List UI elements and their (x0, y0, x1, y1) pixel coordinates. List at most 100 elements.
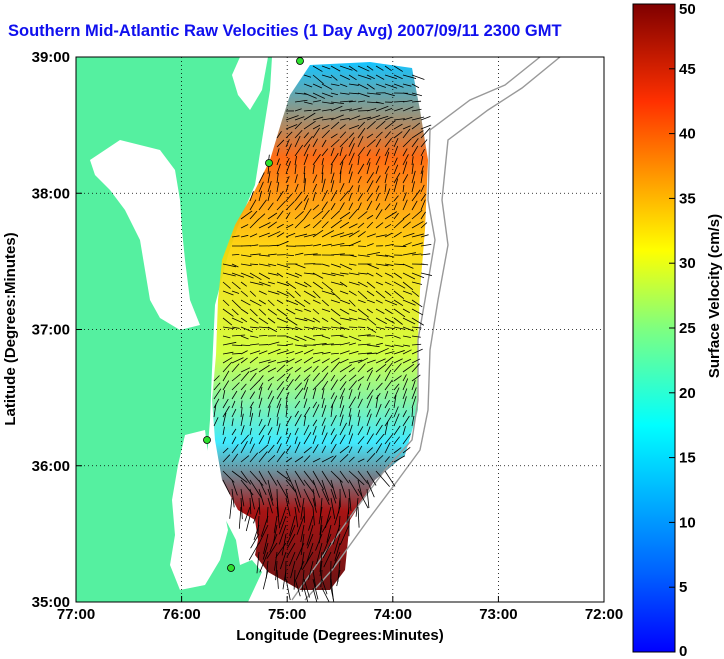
velocity-vector (276, 223, 284, 229)
velocity-vector (384, 456, 390, 463)
velocity-vector (393, 425, 401, 436)
velocity-vector (402, 184, 405, 193)
velocity-vector (384, 272, 393, 277)
velocity-vector (240, 290, 248, 297)
velocity-vector (321, 117, 334, 121)
velocity-vector (393, 195, 399, 202)
velocity-vector (267, 427, 273, 436)
velocity-vector (222, 398, 229, 409)
velocity-vector (375, 101, 384, 105)
velocity-vector (393, 212, 399, 220)
velocity-vector (411, 83, 420, 89)
velocity-vector (348, 479, 359, 497)
velocity-vector (249, 437, 253, 445)
velocity-vector (348, 308, 357, 313)
velocity-vector (240, 470, 251, 485)
velocity-vector (384, 211, 397, 220)
velocity-vector (294, 121, 302, 130)
velocity-vector (258, 172, 265, 184)
velocity-vector (240, 400, 243, 409)
velocity-vector (420, 243, 432, 247)
velocity-vector (375, 290, 386, 299)
velocity-vector (276, 380, 285, 391)
colorbar-tick-label: 15 (679, 450, 696, 467)
velocity-vector (339, 108, 353, 112)
velocity-vector (357, 272, 368, 275)
velocity-vector (339, 146, 343, 157)
velocity-vector (357, 409, 361, 418)
velocity-vector (402, 74, 417, 79)
velocity-vector (306, 524, 314, 546)
velocity-vector (321, 308, 331, 313)
velocity-vector (285, 578, 291, 601)
velocity-vector (411, 145, 419, 157)
velocity-vector (258, 444, 269, 454)
velocity-vector (366, 243, 374, 247)
velocity-vector (294, 135, 301, 148)
velocity-vector (249, 407, 252, 418)
velocity-vector (330, 379, 338, 391)
velocity-vector (222, 326, 235, 330)
velocity-vector (411, 343, 422, 346)
velocity-vector (258, 497, 261, 515)
velocity-vector (339, 364, 352, 373)
velocity-vector (249, 263, 259, 266)
velocity-vector (240, 210, 253, 220)
velocity-vector (402, 317, 416, 325)
velocity-vector (303, 366, 312, 373)
velocity-vector (411, 189, 421, 202)
longitude-ticks: 77:00 76:00 75:00 74:00 73:00 72:00 (57, 596, 623, 623)
velocity-vector (411, 380, 416, 391)
velocity-vector (267, 497, 273, 514)
velocity-vector (348, 281, 360, 286)
velocity-vector (275, 560, 278, 581)
velocity-vector (384, 362, 393, 373)
y-tick-label: 37:00 (32, 322, 70, 339)
velocity-vector (267, 221, 278, 229)
velocity-vector (411, 308, 424, 316)
velocity-vector (303, 233, 316, 238)
velocity-vector (259, 551, 269, 573)
velocity-vector (411, 100, 422, 103)
velocity-field (212, 62, 428, 590)
velocity-vector (276, 163, 281, 175)
velocity-vector (303, 83, 313, 88)
velocity-vector (357, 376, 365, 382)
velocity-vector (348, 223, 358, 229)
velocity-vector (267, 341, 280, 346)
velocity-vector (393, 172, 401, 184)
velocity-vector (285, 488, 290, 505)
velocity-vector (231, 272, 245, 278)
velocity-vector (339, 422, 347, 436)
velocity-vector (276, 373, 286, 382)
velocity-vector (240, 224, 249, 229)
velocity-vector (357, 163, 365, 175)
velocity-vector (275, 542, 287, 558)
velocity-vector (295, 542, 305, 561)
velocity-vector (348, 263, 357, 266)
velocity-vector (393, 123, 403, 130)
velocity-vector (231, 317, 244, 324)
velocity-vector (303, 335, 316, 341)
velocity-vector (348, 132, 355, 139)
velocity-vector (375, 363, 387, 373)
velocity-vector (339, 131, 347, 139)
velocity-vector (231, 428, 237, 436)
velocity-vector (240, 335, 249, 340)
velocity-vector (321, 230, 335, 238)
velocity-vector (231, 344, 243, 346)
velocity-vector (330, 392, 335, 400)
velocity-vector (384, 116, 393, 121)
velocity-vector (375, 115, 389, 121)
velocity-vector (357, 231, 366, 238)
velocity-vector (339, 232, 354, 238)
velocity-vector (411, 116, 425, 121)
velocity-vector (303, 317, 315, 323)
velocity-vector (330, 101, 345, 105)
velocity-vector (294, 233, 308, 238)
velocity-vector (334, 506, 341, 526)
velocity-vector (312, 92, 325, 99)
velocity-vector (249, 443, 255, 454)
velocity-vector (294, 144, 304, 157)
